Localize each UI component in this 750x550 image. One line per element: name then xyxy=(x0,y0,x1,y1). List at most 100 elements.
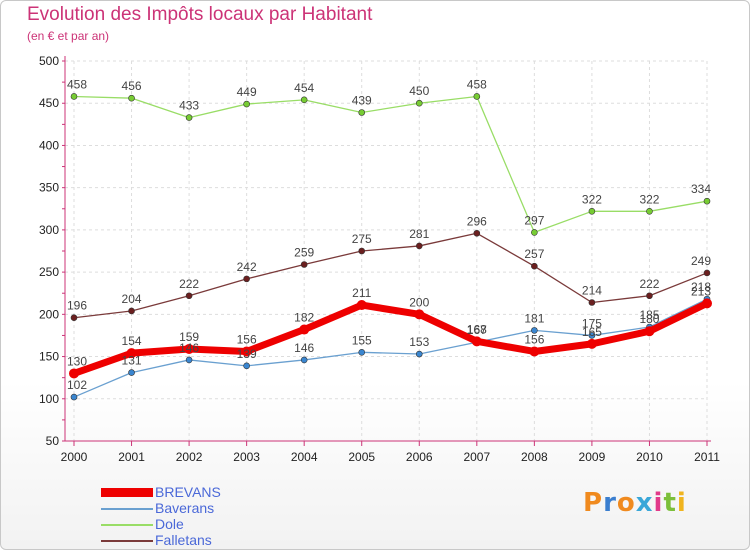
data-point-brevans xyxy=(299,324,310,335)
legend-label-baverans: Baverans xyxy=(155,500,215,516)
chart-data-labels: 458 456 433 449 454 439 450 458 297 322 322 334 196 2… xyxy=(67,77,711,392)
data-point-brevans xyxy=(702,298,712,309)
data-point-dole xyxy=(531,229,538,236)
data-point-falletans xyxy=(243,275,250,283)
legend-swatch-falletans xyxy=(101,540,153,542)
logo-letter: t xyxy=(663,488,677,518)
data-label-falletans: 249 xyxy=(691,254,711,268)
legend-swatch-brevans xyxy=(101,488,153,497)
data-point-dole xyxy=(415,99,423,107)
data-label-baverans: 218 xyxy=(691,280,711,294)
x-tick-label: 2007 xyxy=(463,450,490,464)
data-label-dole: 439 xyxy=(352,94,372,108)
data-label-falletans: 296 xyxy=(467,214,487,228)
x-tick-label: 2001 xyxy=(118,450,145,464)
data-point-falletans xyxy=(588,299,596,306)
data-point-brevans xyxy=(586,338,597,349)
data-label-baverans: 139 xyxy=(237,347,257,361)
data-label-baverans: 167 xyxy=(467,323,487,337)
data-point-brevans xyxy=(414,309,425,320)
data-point-brevans xyxy=(356,300,367,311)
data-point-baverans xyxy=(243,362,250,370)
y-tick-label: 400 xyxy=(39,138,59,152)
data-label-falletans: 242 xyxy=(237,260,257,274)
data-label-falletans: 222 xyxy=(179,277,199,291)
data-point-falletans xyxy=(300,261,308,268)
y-tick-label: 500 xyxy=(39,54,59,68)
data-point-dole xyxy=(300,96,308,104)
data-point-falletans xyxy=(703,269,711,277)
x-tick-label: 2009 xyxy=(579,450,606,464)
line-chart: 50 100 150 200 250 300 350 400 450 500 2000 2001 200… xyxy=(39,54,720,464)
data-point-brevans xyxy=(184,343,195,354)
logo-letter: o xyxy=(616,488,636,518)
data-label-dole: 433 xyxy=(179,99,199,113)
data-point-brevans xyxy=(644,326,655,337)
logo-letter: i xyxy=(676,488,687,518)
data-label-brevans: 156 xyxy=(524,332,544,346)
data-label-dole: 449 xyxy=(237,85,257,99)
data-label-baverans: 185 xyxy=(639,308,659,322)
data-label-baverans: 181 xyxy=(524,311,544,325)
data-point-baverans xyxy=(358,349,366,356)
data-label-brevans: 130 xyxy=(67,354,87,368)
data-label-dole: 456 xyxy=(122,79,142,93)
data-label-falletans: 281 xyxy=(409,227,429,241)
data-label-brevans: 182 xyxy=(294,311,314,325)
logo-letter: x xyxy=(635,488,654,518)
series-line-baverans xyxy=(73,298,708,398)
legend-swatch-baverans xyxy=(101,508,153,510)
x-tick-label: 2010 xyxy=(636,450,663,464)
data-label-baverans: 146 xyxy=(179,341,199,355)
data-label-baverans: 146 xyxy=(294,341,314,355)
data-point-baverans xyxy=(415,350,423,358)
data-label-falletans: 214 xyxy=(582,284,602,298)
data-point-falletans xyxy=(646,292,653,300)
data-point-dole xyxy=(473,93,481,100)
data-label-brevans: 200 xyxy=(409,295,429,309)
series-line-dole xyxy=(73,95,708,234)
x-tick-label: 2011 xyxy=(694,450,720,464)
data-point-dole xyxy=(185,114,193,121)
data-label-falletans: 275 xyxy=(352,232,372,246)
data-label-baverans: 153 xyxy=(409,335,429,349)
data-point-baverans xyxy=(588,332,596,339)
data-label-dole: 458 xyxy=(467,77,487,91)
x-tick-label: 2008 xyxy=(521,450,548,464)
legend-label-brevans: BREVANS xyxy=(155,484,221,500)
data-label-dole: 322 xyxy=(639,192,659,206)
data-point-falletans xyxy=(473,229,481,237)
chart-title: Evolution des Impôts locaux par Habitant xyxy=(27,4,373,25)
data-point-dole xyxy=(588,208,596,215)
x-tick-label: 2005 xyxy=(348,450,375,464)
data-point-baverans xyxy=(128,369,135,376)
data-point-dole xyxy=(358,109,366,116)
data-label-falletans: 196 xyxy=(67,299,87,313)
y-tick-label: 100 xyxy=(39,392,59,406)
data-point-baverans xyxy=(531,327,538,334)
data-point-dole xyxy=(128,94,135,102)
x-tick-label: 2004 xyxy=(291,450,318,464)
y-tick-label: 50 xyxy=(46,434,60,448)
data-point-baverans xyxy=(300,356,308,364)
data-label-brevans: 180 xyxy=(639,312,659,326)
data-label-dole: 322 xyxy=(582,192,602,206)
data-label-brevans: 156 xyxy=(237,332,257,346)
y-tick-label: 300 xyxy=(39,223,59,237)
data-point-baverans xyxy=(185,356,193,364)
y-tick-label: 450 xyxy=(39,96,59,110)
legend-label-dole: Dole xyxy=(155,516,184,532)
data-point-brevans xyxy=(69,368,79,379)
data-point-baverans xyxy=(70,393,78,401)
data-label-baverans: 102 xyxy=(67,378,87,392)
data-label-falletans: 222 xyxy=(639,277,659,291)
x-tick-label: 2006 xyxy=(406,450,433,464)
data-label-dole: 458 xyxy=(67,77,87,91)
y-tick-label: 150 xyxy=(39,350,59,364)
data-point-falletans xyxy=(358,247,366,255)
data-point-dole xyxy=(70,93,78,100)
data-label-brevans: 154 xyxy=(122,334,142,348)
data-point-falletans xyxy=(128,307,135,315)
x-tick-label: 2003 xyxy=(233,450,260,464)
